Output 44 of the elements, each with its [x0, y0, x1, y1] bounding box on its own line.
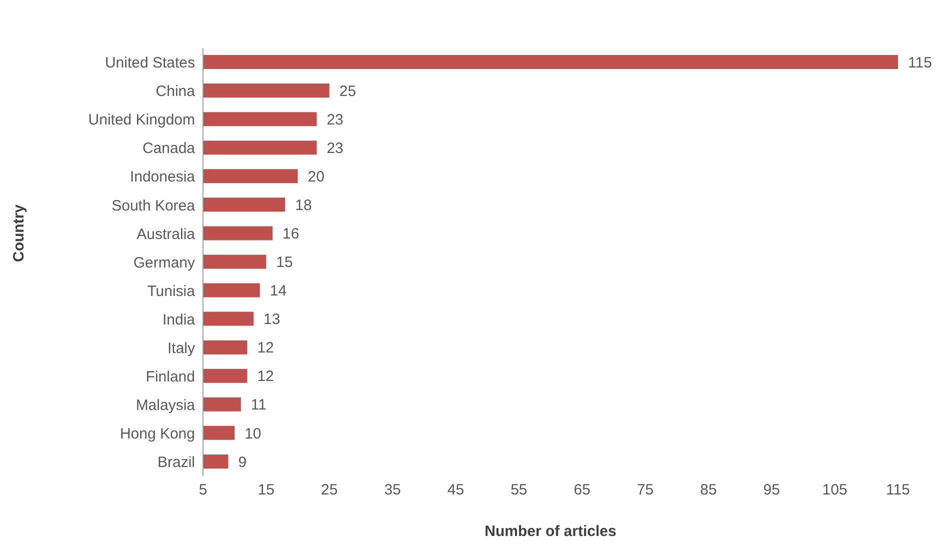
y-tick-label: Italy [167, 340, 196, 357]
y-tick-label: South Korea [112, 197, 196, 214]
data-label: 23 [326, 111, 344, 128]
x-tick-label: 105 [822, 482, 848, 499]
x-tick-label: 115 [886, 482, 910, 499]
x-axis-title: Number of articles [484, 523, 616, 540]
data-label: 18 [295, 196, 312, 214]
data-label: 15 [276, 254, 293, 272]
x-tick-label: 35 [384, 482, 401, 499]
y-tick-label: Finland [146, 368, 195, 386]
y-tick-label: India [162, 311, 196, 328]
data-label: 12 [257, 368, 274, 386]
x-tick-label: 85 [700, 482, 717, 499]
data-label: 11 [250, 396, 266, 414]
y-tick-label: Tunisia [147, 282, 196, 300]
x-tick-label: 75 [636, 482, 654, 499]
y-tick-label: Germany [133, 254, 196, 272]
y-tick-label: Malaysia [136, 396, 196, 414]
x-tick-label: 65 [574, 482, 590, 499]
x-tick-label: 5 [198, 482, 208, 499]
y-axis-title: Country [10, 204, 28, 262]
y-tick-label: Indonesia [130, 168, 196, 186]
data-label: 14 [270, 282, 287, 300]
y-tick-label: China [156, 83, 196, 100]
data-label: 12 [257, 340, 274, 357]
y-tick-label: Brazil [157, 454, 195, 472]
y-tick-label: Australia [136, 226, 196, 243]
y-tick-label: Hong Kong [120, 426, 195, 443]
data-label: 25 [339, 82, 356, 100]
data-label: 16 [282, 226, 300, 243]
y-tick-label: United States [104, 54, 195, 72]
data-label: 23 [326, 140, 344, 157]
data-label: 20 [308, 168, 324, 186]
x-tick-label: 25 [321, 482, 338, 499]
y-tick-label: Canada [142, 140, 196, 158]
y-tick-label: United Kingdom [88, 112, 195, 129]
data-label: 13 [264, 311, 280, 328]
data-label: 9 [238, 454, 247, 471]
x-tick-label: 55 [510, 482, 528, 499]
data-label: 115 [908, 54, 932, 72]
x-tick-label: 45 [447, 482, 464, 499]
data-label: 10 [244, 425, 262, 442]
x-tick-label: 15 [258, 482, 275, 499]
x-tick-label: 95 [763, 482, 780, 499]
